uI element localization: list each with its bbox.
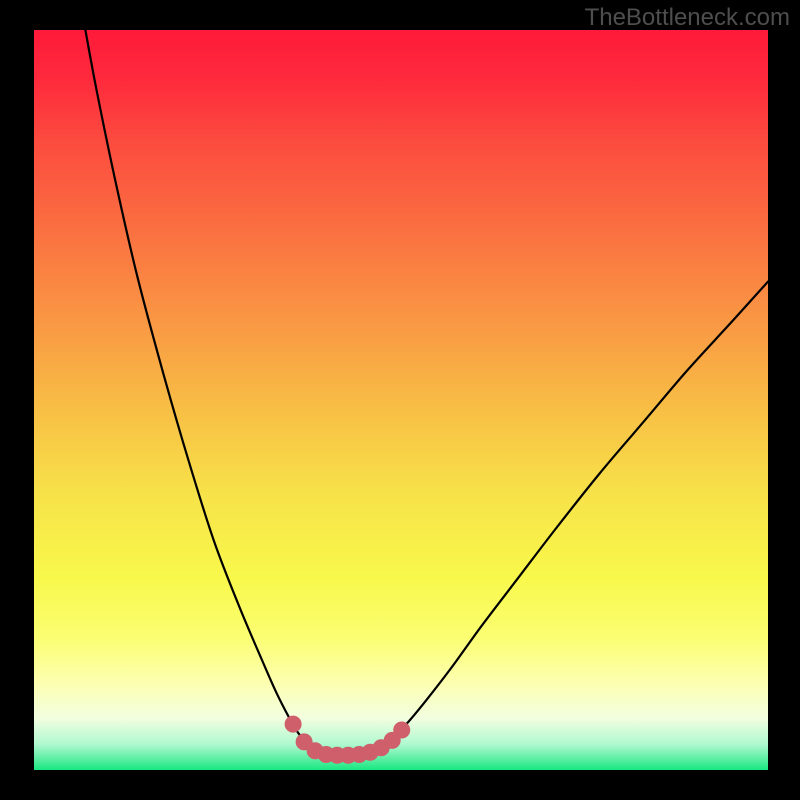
marker-dot — [285, 716, 301, 732]
marker-group — [285, 716, 410, 763]
bottleneck-curve — [85, 30, 768, 755]
chart-stage: TheBottleneck.com — [0, 0, 800, 800]
watermark-text: TheBottleneck.com — [585, 4, 790, 32]
plot-area — [34, 30, 768, 770]
chart-svg — [34, 30, 768, 770]
marker-dot — [394, 722, 410, 738]
